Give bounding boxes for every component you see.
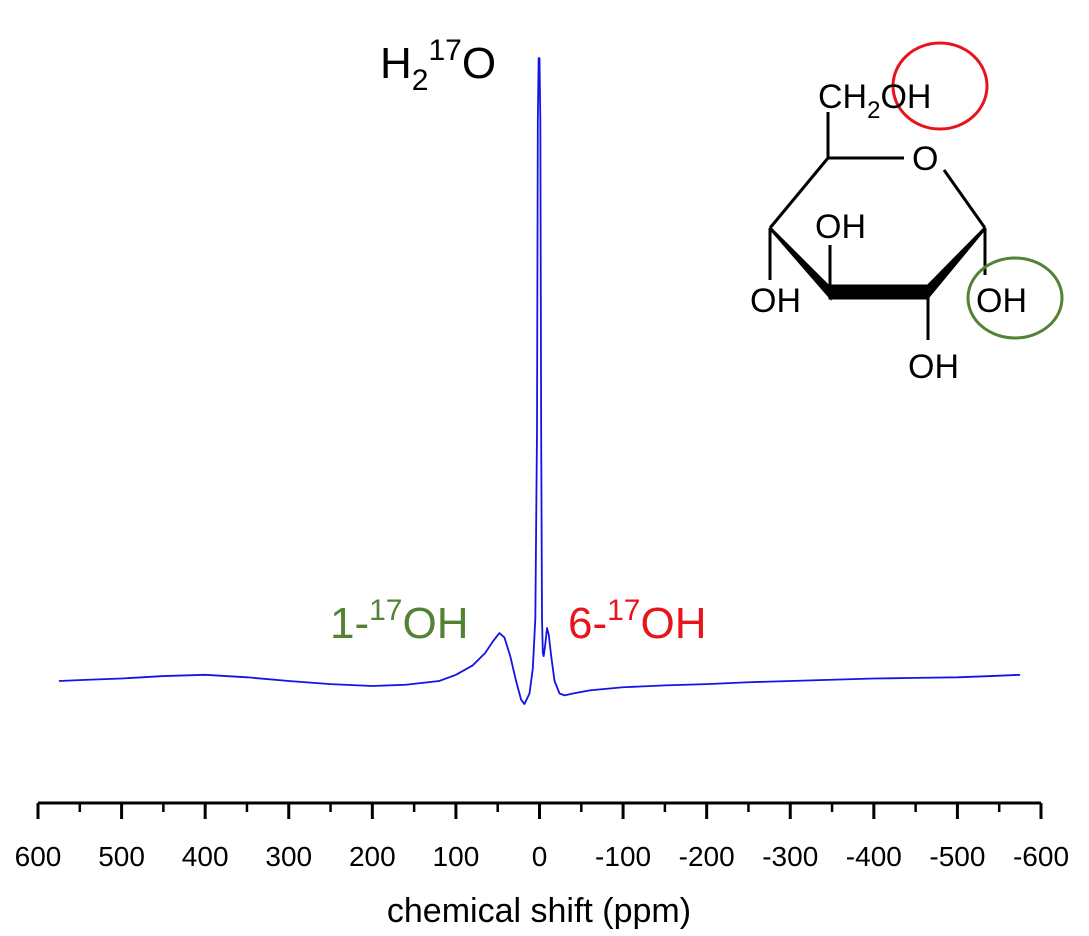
x-tick-label: -100 xyxy=(595,841,651,872)
atom-sub: 2 xyxy=(867,97,880,124)
atom-label: CH xyxy=(818,78,867,116)
annotation-part: 1- xyxy=(330,599,369,648)
annotation-part: H xyxy=(380,39,412,88)
x-tick-label: -200 xyxy=(679,841,735,872)
annotation: 1-17OH xyxy=(330,594,469,648)
x-tick-label: -500 xyxy=(929,841,985,872)
annotation-sup: 17 xyxy=(428,34,461,67)
x-tick-label: -400 xyxy=(846,841,902,872)
atom-label: CH2OH xyxy=(818,78,931,124)
atom-label: OH xyxy=(976,282,1027,320)
highlight-circle xyxy=(891,41,989,131)
bond xyxy=(942,169,987,229)
annotation: H217O xyxy=(380,34,496,97)
highlight-circle xyxy=(966,256,1064,340)
annotation-part: 6- xyxy=(568,599,607,648)
x-tick-label: 400 xyxy=(182,841,229,872)
x-tick-label: -300 xyxy=(762,841,818,872)
annotation-part: OH xyxy=(403,599,469,648)
atom-label: OH xyxy=(908,348,959,386)
spectrum-line xyxy=(58,57,1021,705)
annotation-sub: 2 xyxy=(412,64,429,97)
wedge-bond xyxy=(926,226,987,302)
structure-labels: CH2OH O OH OH OH OH xyxy=(750,78,1027,386)
atom-label: OH xyxy=(750,282,801,320)
x-axis-label: chemical shift (ppm) xyxy=(387,892,691,930)
annotation-part: O xyxy=(462,39,496,88)
x-tick-label: -600 xyxy=(1013,841,1069,872)
annotation-part: OH xyxy=(641,599,707,648)
annotation-sup: 17 xyxy=(369,594,402,627)
x-tick-label: 0 xyxy=(532,841,548,872)
annotation-sup: 17 xyxy=(607,594,640,627)
x-tick-label: 100 xyxy=(433,841,480,872)
atom-label: OH xyxy=(880,78,931,116)
x-tick-label: 500 xyxy=(98,841,145,872)
bold-bond xyxy=(828,284,930,300)
x-tick-label: 300 xyxy=(265,841,312,872)
x-tick-label: 600 xyxy=(15,841,62,872)
atom-label: OH xyxy=(815,208,866,246)
atom-label: O xyxy=(912,140,938,178)
glucose-structure xyxy=(768,41,1064,340)
x-tick-label: 200 xyxy=(349,841,396,872)
annotation: 6-17OH xyxy=(568,594,707,648)
bond xyxy=(768,157,830,229)
